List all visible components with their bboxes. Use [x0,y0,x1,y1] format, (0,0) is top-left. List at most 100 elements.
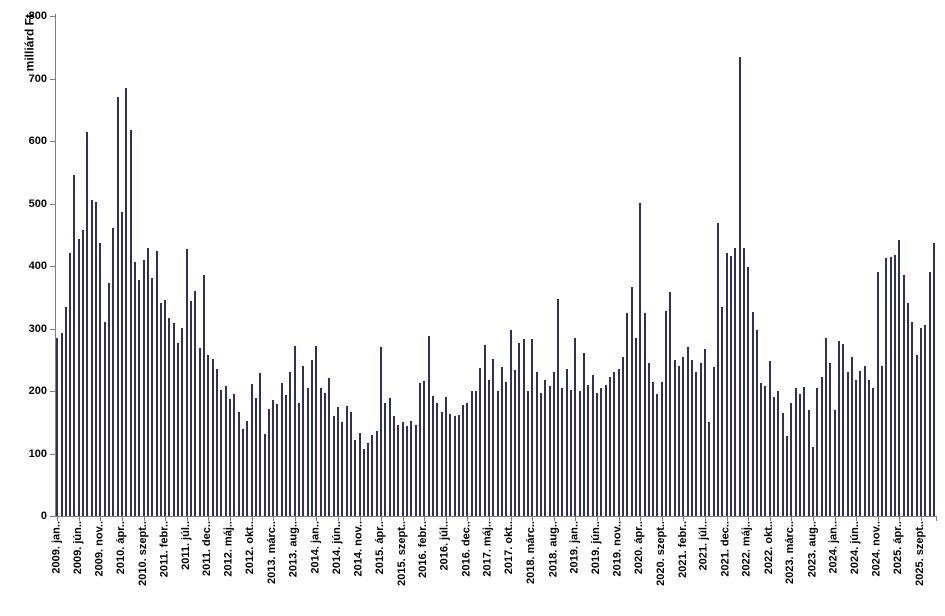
x-tick [294,517,296,521]
bar [241,429,244,516]
bar [453,416,456,516]
bar [263,434,266,516]
bar [626,313,629,516]
x-tick [100,517,102,521]
bar [570,390,573,516]
bar [358,433,361,516]
bar [894,255,896,516]
x-tick-label: 2011. júl.. [179,521,192,570]
bar [414,425,417,516]
x-tick-label: 2017. okt.. [503,521,516,575]
bar [755,330,758,516]
bar [116,97,119,516]
bar [837,341,840,516]
x-tick [359,517,361,521]
x-tick [812,517,814,521]
bar [716,223,719,516]
bar [393,416,395,516]
bar [349,412,352,516]
y-tick-label: 200 [28,385,47,397]
bar [751,312,754,516]
bar [125,88,128,516]
bar [695,372,698,516]
bar [354,440,357,516]
bar [155,251,158,516]
x-tick [229,517,231,521]
bar [328,378,331,516]
bar [285,395,287,516]
bar [669,292,672,516]
x-tick-label: 2013. aug.. [287,521,300,578]
bar [388,398,391,516]
bar [712,367,715,516]
bar [915,355,918,516]
y-tick [50,204,55,205]
x-tick-label: 2010. szept.. [136,521,149,586]
bar [220,390,223,516]
x-tick [661,517,663,521]
bar [704,349,706,516]
bar [639,203,642,516]
bar [509,330,512,516]
x-tick-label: 2010. ápr.. [114,521,127,575]
bar [803,387,806,516]
bar [760,383,763,516]
x-axis-end-tick [936,517,937,521]
bar [777,391,780,516]
bar [168,318,171,516]
bar [207,355,210,516]
bar [410,421,413,516]
bar [647,363,650,516]
x-tick-label: 2019. nov.. [611,521,624,577]
x-tick [165,517,167,521]
x-tick [553,517,555,521]
bar [457,415,460,516]
bar [436,403,439,516]
x-tick-label: 2024. jan.. [827,521,840,574]
bar [773,397,776,516]
bar [146,248,149,516]
x-tick [467,517,469,521]
y-tick [50,79,55,80]
x-tick [748,517,750,521]
bar [427,336,430,516]
bar [181,328,184,516]
bar [643,313,646,516]
y-tick [50,391,55,392]
bar [345,406,348,516]
bar [725,253,728,516]
x-tick-label: 2015. szept.. [395,521,408,586]
bar [652,382,655,516]
bar [475,391,478,516]
bar [833,410,836,516]
x-tick [121,517,123,521]
bar [721,307,724,516]
x-tick-label: 2014. jún.. [330,521,343,575]
y-tick [50,329,55,330]
bar [462,405,465,516]
x-tick-label: 2012. okt.. [244,521,257,575]
bar [380,347,383,516]
bar [298,403,300,516]
bar [505,382,508,516]
bar [587,385,590,516]
x-tick [683,517,685,521]
bar [367,443,370,516]
bar [742,248,745,516]
x-tick-label: 2018. márc.. [525,521,538,584]
bar [401,422,404,516]
bar [112,228,115,516]
bar [302,366,305,516]
x-tick-label: 2021. febr.. [676,521,689,578]
x-tick-label: 2025. ápr.. [892,521,905,575]
y-tick-label: 600 [28,135,47,147]
bar [656,394,659,516]
bar [496,391,499,516]
bar [397,425,400,516]
x-tick [510,517,512,521]
bar [829,363,832,516]
bar [898,240,901,516]
x-tick-label: 2011. dec.. [201,521,214,577]
bar [824,338,827,516]
bar [289,372,292,516]
